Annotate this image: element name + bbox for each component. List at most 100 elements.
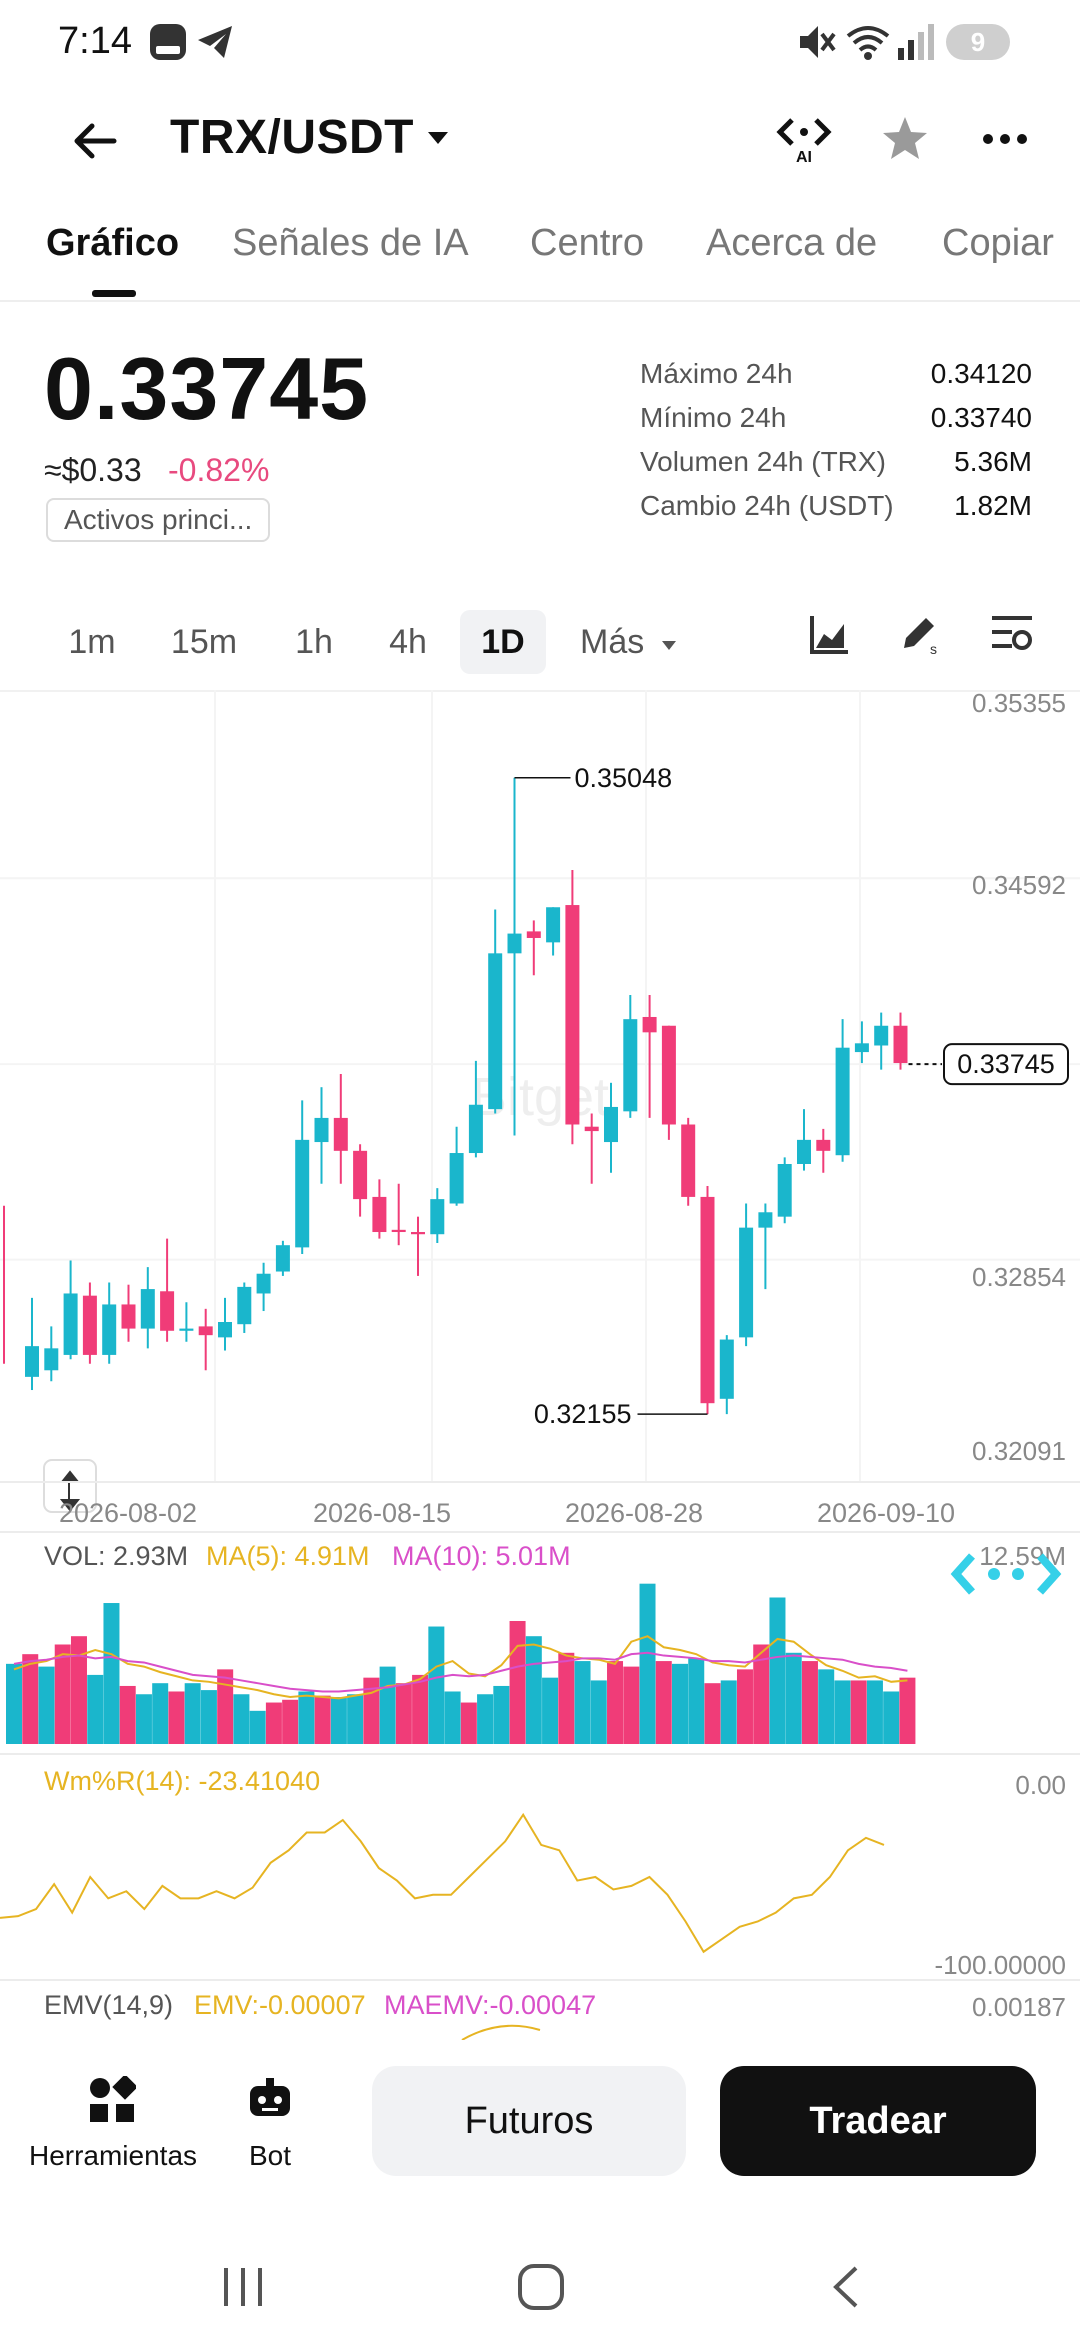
volume-bar — [866, 1680, 883, 1744]
home-icon[interactable] — [516, 2262, 566, 2312]
volume-bar — [720, 1680, 737, 1744]
ai-assistant-icon[interactable]: AI — [774, 114, 834, 164]
volume-label: VOL: 2.93M — [44, 1541, 188, 1571]
tab-copy[interactable]: Copiar — [942, 222, 1054, 264]
volume-bar — [233, 1694, 250, 1744]
chart-top-divider — [0, 690, 1080, 692]
timeframe-4h[interactable]: 4h — [389, 623, 427, 661]
candle-body — [430, 1199, 445, 1235]
timeframe-1d[interactable]: 1D — [460, 610, 546, 674]
back-arrow-icon[interactable] — [70, 116, 120, 166]
candle-body — [140, 1289, 155, 1329]
volume-bar — [590, 1680, 607, 1744]
tools-button[interactable]: Herramientas — [18, 2076, 208, 2206]
stat-turnover-value: 1.82M — [954, 490, 1032, 521]
pair-dropdown-icon[interactable] — [426, 130, 450, 148]
mute-icon — [800, 26, 836, 58]
candle-body — [874, 1025, 889, 1046]
date-label: 2026-08-15 — [313, 1498, 451, 1528]
price-axis: 0.35355 0.34592 0.32854 0.32091 — [972, 690, 1066, 1466]
tools-label: Herramientas — [28, 2140, 198, 2171]
candle-body — [468, 1104, 483, 1154]
price-axis-tick: 0.32091 — [972, 1436, 1066, 1466]
volume-ma10-line — [13, 1651, 908, 1693]
stat-volume-value: 5.36M — [954, 446, 1032, 477]
candle-body — [160, 1291, 175, 1331]
candle-body — [218, 1322, 232, 1338]
volume-bar — [623, 1666, 640, 1744]
candle-body — [411, 1232, 425, 1235]
drawing-tools-icon[interactable]: s — [898, 610, 942, 658]
candle-body — [700, 1196, 715, 1404]
price-chart[interactable]: Bitget 0.35355 0.34592 0.32854 0.32091 0… — [0, 690, 1080, 2040]
volume-bar — [883, 1691, 900, 1744]
volume-bar — [6, 1663, 22, 1744]
volume-bar — [736, 1669, 753, 1744]
wmr-line — [0, 1812, 885, 1954]
volume-bar — [22, 1654, 39, 1744]
tab-center[interactable]: Centro — [530, 222, 645, 264]
candle-body — [777, 1164, 792, 1217]
recent-apps-icon[interactable] — [218, 2262, 268, 2312]
more-options-icon[interactable] — [980, 124, 1030, 154]
timeframe-more[interactable]: Más — [580, 610, 678, 674]
asset-tag[interactable]: Activos princi... — [46, 498, 271, 542]
volume-bar — [54, 1644, 71, 1744]
stat-low-label: Mínimo 24h — [640, 402, 787, 433]
signal-icon — [898, 24, 934, 60]
app-notification-icon — [150, 24, 186, 60]
futures-button[interactable]: Futuros — [372, 2066, 686, 2176]
candle-body — [25, 1346, 39, 1377]
tab-ai-signals[interactable]: Señales de IA — [232, 222, 469, 264]
candle-body — [835, 1047, 850, 1156]
telegram-icon — [198, 26, 232, 58]
robot-icon — [250, 2078, 290, 2116]
candle-body — [584, 1126, 599, 1132]
bot-label: Bot — [248, 2140, 292, 2171]
volume-bar — [704, 1683, 721, 1744]
low-annotation-label: 0.32155 — [534, 1399, 632, 1429]
volume-bar — [785, 1652, 802, 1744]
volume-bar — [672, 1663, 689, 1744]
volume-bar — [38, 1666, 55, 1744]
volume-bar — [87, 1674, 104, 1744]
tab-chart[interactable]: Gráfico — [46, 222, 180, 264]
tabs-divider — [0, 300, 1080, 302]
candle-body — [314, 1117, 329, 1143]
wmr-axis-top: 0.00 — [1015, 1770, 1066, 1800]
volume-bar — [152, 1683, 169, 1744]
volume-bar — [412, 1674, 429, 1744]
trade-button[interactable]: Tradear — [720, 2066, 1036, 2176]
favorite-star-icon[interactable] — [880, 114, 930, 164]
volume-panel: VOL: 2.93M MA(5): 4.91M MA(10): 5.01M 12… — [6, 1541, 1066, 1744]
indicator-settings-icon[interactable] — [990, 612, 1034, 656]
bot-button[interactable]: Bot — [230, 2076, 310, 2206]
volume-bar — [184, 1683, 201, 1744]
chart-type-icon[interactable] — [808, 612, 852, 656]
volume-bar — [753, 1644, 770, 1744]
date-label: 2026-09-10 — [817, 1498, 955, 1528]
candle-body — [681, 1124, 696, 1197]
volume-bar — [217, 1669, 234, 1744]
back-nav-icon[interactable] — [822, 2262, 872, 2312]
volume-bar — [509, 1620, 526, 1744]
candle-body — [565, 905, 580, 1125]
status-time: 7:14 — [58, 20, 132, 62]
timeframe-1m[interactable]: 1m — [68, 623, 116, 661]
stat-high-label: Máximo 24h — [640, 358, 793, 389]
approx-usd-price: ≈$0.33 — [44, 452, 142, 488]
candle-body — [739, 1227, 754, 1338]
scroll-to-latest-button[interactable] — [950, 1553, 1062, 1595]
timeframe-more-label: Más — [580, 623, 645, 661]
timeframe-1h[interactable]: 1h — [295, 623, 333, 661]
candle-body — [719, 1339, 734, 1399]
tools-grid-icon — [90, 2076, 136, 2122]
current-price-label: 0.33745 — [957, 1049, 1055, 1079]
date-axis: 2026-08-02 2026-08-15 2026-08-28 2026-09… — [59, 1498, 955, 1528]
volume-bar — [639, 1583, 656, 1744]
timeframe-15m[interactable]: 15m — [170, 623, 238, 661]
candle-body — [604, 1106, 618, 1143]
pair-title[interactable]: TRX/USDT — [170, 111, 414, 164]
tab-about[interactable]: Acerca de — [706, 222, 878, 264]
volume-bar — [542, 1677, 559, 1744]
